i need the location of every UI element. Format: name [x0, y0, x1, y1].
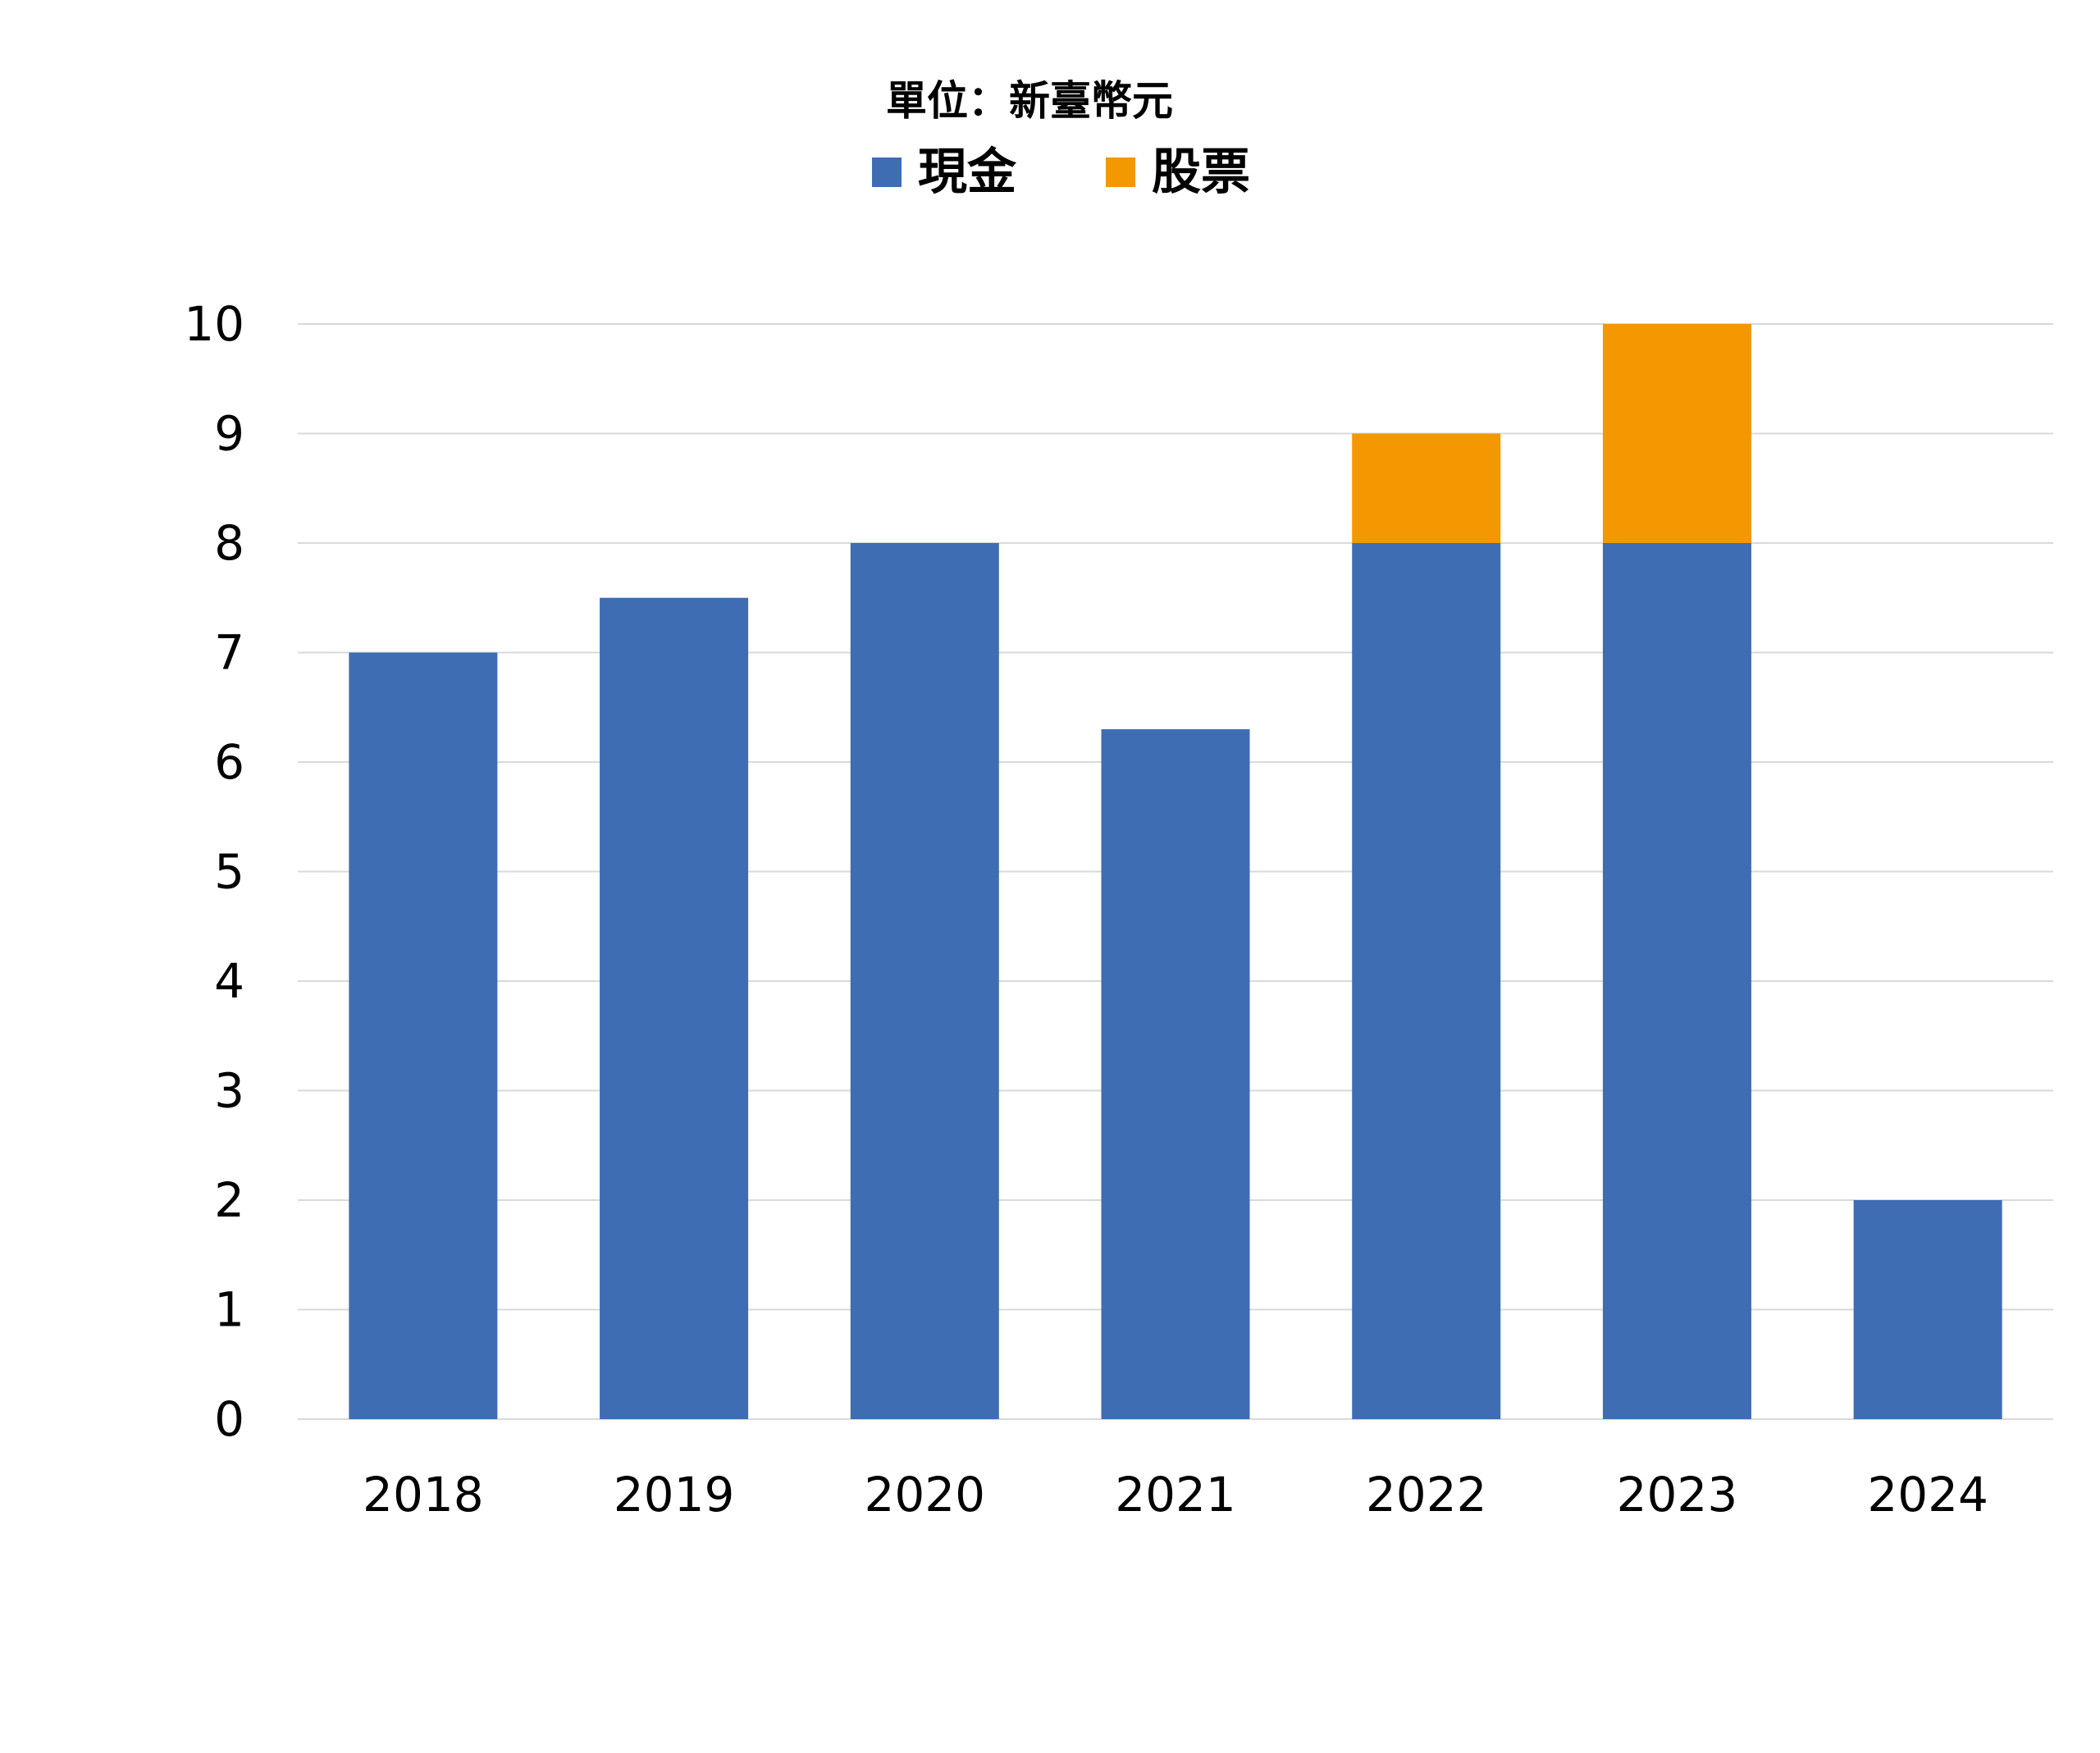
- legend-label-1: 現金: [918, 144, 1017, 201]
- x-tick-label-2020: 2020: [864, 1467, 985, 1522]
- bar-2021-series-1: [1101, 728, 1250, 1419]
- y-tick-label-7: 7: [214, 625, 244, 681]
- bar-2022-series-2: [1352, 433, 1501, 543]
- bars: [349, 324, 2002, 1419]
- y-tick-label-8: 8: [214, 515, 244, 571]
- x-tick-label-2023: 2023: [1617, 1467, 1738, 1522]
- bar-2024-series-1: [1853, 1200, 2002, 1419]
- y-tick-label-4: 4: [214, 953, 244, 1009]
- y-tick-label-6: 6: [214, 734, 244, 790]
- x-tick-label-2021: 2021: [1115, 1467, 1236, 1522]
- x-tick-label-2018: 2018: [363, 1467, 484, 1522]
- bar-2023-series-2: [1602, 324, 1751, 543]
- bar-2020-series-1: [850, 543, 999, 1419]
- y-tick-label-0: 0: [214, 1391, 244, 1447]
- y-tick-label-2: 2: [214, 1172, 244, 1228]
- x-tick-label-2024: 2024: [1867, 1467, 1988, 1522]
- y-tick-label-3: 3: [214, 1063, 244, 1119]
- unit-label: 單位：新臺幣元: [886, 77, 1173, 125]
- legend: 現金 股票: [872, 144, 1250, 201]
- y-tick-label-9: 9: [214, 406, 244, 462]
- y-axis: 0 1 2 3 4 5 6 7 8 9 10: [184, 296, 244, 1447]
- y-tick-label-10: 10: [184, 296, 244, 352]
- x-tick-label-2022: 2022: [1366, 1467, 1487, 1522]
- y-tick-label-5: 5: [214, 844, 244, 900]
- bar-2022-series-1: [1352, 543, 1501, 1419]
- legend-label-2: 股票: [1152, 144, 1250, 201]
- bar-2018-series-1: [349, 652, 498, 1419]
- bar-2023-series-1: [1602, 543, 1751, 1419]
- x-axis: 2018 2019 2020 2021 2022 2023 2024: [363, 1467, 1988, 1522]
- legend-swatch-2: [1106, 157, 1135, 187]
- x-tick-label-2019: 2019: [614, 1467, 735, 1522]
- bar-2019-series-1: [600, 597, 749, 1419]
- legend-swatch-1: [872, 157, 902, 187]
- y-tick-label-1: 1: [214, 1282, 244, 1338]
